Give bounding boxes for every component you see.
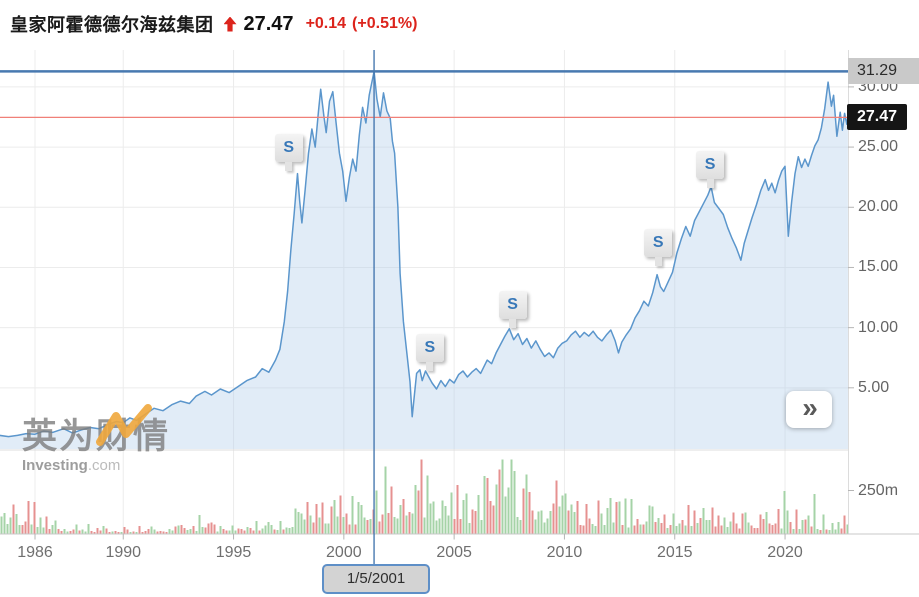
chart-region[interactable]: 30.00 25.00 20.00 15.00 10.00 5.00 250m 1986 199… [0, 48, 919, 597]
crosshair-lines [0, 50, 848, 564]
volume-bars [0, 459, 849, 534]
price-up-arrow-icon [223, 16, 237, 32]
axis-tick-marks [34, 86, 854, 540]
price-change: +0.14 [305, 15, 347, 32]
split-marker-tail [426, 361, 434, 371]
split-event-marker[interactable]: S [696, 151, 725, 188]
instrument-name: 皇家阿霍德德尔海兹集团 [10, 15, 214, 35]
split-marker-tail [509, 318, 517, 328]
split-event-marker[interactable]: S [498, 290, 527, 328]
split-event-marker[interactable]: S [274, 134, 303, 172]
instrument-header: 皇家阿霍德德尔海兹集团 27.47 +0.14 (+0.51%) [10, 8, 423, 40]
split-marker-label: S [644, 229, 673, 258]
split-marker-tail [285, 162, 293, 172]
price-change-percent: (+0.51%) [352, 15, 418, 32]
crosshair-price-tag: 31.29 [848, 58, 919, 85]
split-marker-label: S [274, 134, 303, 163]
split-marker-label: S [696, 151, 725, 179]
last-price: 27.47 [243, 12, 294, 35]
pane-borders [0, 50, 919, 535]
last-price-tag: 27.47 [847, 104, 907, 131]
chart-gridlines [0, 50, 848, 534]
price-area-series [0, 70, 849, 449]
expand-panel-button[interactable]: » [786, 391, 832, 428]
split-event-marker[interactable]: S [644, 229, 673, 267]
split-marker-tail [654, 257, 662, 267]
split-marker-tail [706, 179, 714, 188]
split-marker-label: S [498, 290, 527, 319]
split-marker-label: S [415, 333, 444, 362]
crosshair-date-tooltip: 1/5/2001 [322, 564, 431, 594]
split-event-marker[interactable]: S [415, 333, 444, 371]
double-chevron-right-icon: » [802, 392, 818, 423]
price-volume-chart-canvas[interactable] [0, 48, 919, 597]
